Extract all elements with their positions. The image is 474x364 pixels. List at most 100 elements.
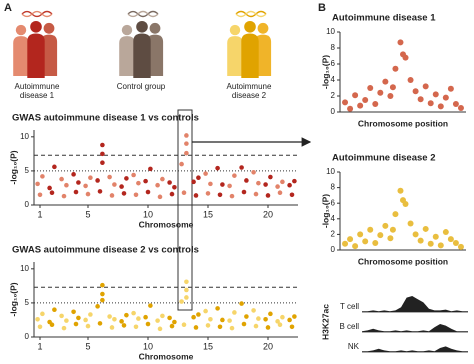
point (155, 318, 160, 323)
point (181, 190, 187, 196)
point (251, 308, 256, 313)
point (422, 225, 429, 232)
people-icons (13, 20, 272, 78)
point (397, 187, 404, 194)
point (184, 133, 189, 138)
point (229, 325, 235, 331)
y-tick-label: 10 (20, 132, 29, 141)
y-tick-label: 4 (331, 75, 336, 84)
y-tick-label: 4 (331, 214, 336, 223)
y-axis-label: -log₁₀(P) (8, 150, 18, 184)
person (13, 24, 29, 76)
person (227, 24, 243, 76)
point (181, 322, 187, 328)
point (193, 193, 199, 198)
highlight-box (177, 109, 193, 311)
point (452, 101, 459, 107)
point (452, 239, 459, 246)
point (143, 314, 148, 320)
chart-title: Autoimmune disease 1 (332, 13, 436, 24)
point (277, 190, 283, 196)
x-axis-label: Chromosome (139, 351, 194, 361)
point (40, 311, 45, 317)
y-axis-label: -log₁₀(P) (320, 55, 330, 89)
point (215, 165, 220, 171)
point (119, 184, 124, 189)
point (88, 312, 93, 317)
point (232, 173, 237, 178)
point (427, 240, 434, 247)
point (239, 301, 244, 306)
point (73, 189, 79, 195)
point (289, 324, 295, 330)
point (205, 323, 211, 328)
point (241, 321, 247, 327)
point (172, 184, 177, 190)
point (417, 96, 424, 103)
point (382, 78, 389, 85)
point (265, 325, 271, 330)
point (133, 192, 139, 198)
chart-title: Autoimmune disease 2 (332, 153, 435, 164)
chart-title: GWAS autoimmune disease 1 vs controls (12, 113, 199, 124)
point (352, 243, 359, 250)
point (437, 103, 444, 110)
point (277, 322, 283, 328)
point (400, 197, 406, 204)
y-tick-label: 5 (25, 166, 30, 175)
point (280, 314, 285, 320)
point (191, 179, 196, 185)
signal-track (362, 346, 468, 352)
point (157, 194, 163, 200)
point (76, 180, 81, 185)
y-tick-label: 2 (331, 91, 336, 100)
point (220, 182, 225, 187)
point (131, 310, 136, 316)
point (292, 178, 297, 184)
point (83, 317, 88, 323)
point (64, 318, 69, 323)
point (61, 325, 67, 331)
point (100, 142, 105, 148)
point (52, 307, 57, 313)
point (145, 321, 151, 327)
point (193, 325, 199, 330)
point (184, 150, 189, 156)
point (347, 236, 354, 243)
point (47, 185, 52, 191)
point (136, 180, 141, 186)
point (437, 242, 444, 249)
point (191, 314, 196, 320)
point (64, 182, 69, 188)
point (71, 309, 76, 315)
point (100, 160, 105, 166)
point (203, 171, 208, 176)
y-axis-label: H3K27ac (320, 304, 330, 340)
point (265, 193, 271, 198)
point (389, 226, 396, 233)
point (432, 233, 439, 240)
point (95, 304, 100, 309)
person (241, 20, 259, 78)
y-tick-label: 2 (331, 230, 336, 239)
point (97, 189, 103, 194)
point (109, 325, 115, 330)
point (220, 317, 225, 323)
point (217, 324, 223, 330)
point (432, 91, 439, 98)
point (121, 191, 127, 196)
point (367, 85, 374, 91)
group-label: Autoimmune disease 1 (14, 82, 60, 100)
point (184, 141, 189, 146)
x-tick-label: 5 (85, 341, 90, 351)
point (112, 182, 117, 187)
point (256, 316, 261, 321)
track-label: B cell (339, 322, 359, 331)
person (119, 24, 135, 76)
point (184, 279, 189, 285)
y-axis-label: -log₁₀(P) (320, 194, 330, 228)
point (100, 291, 105, 297)
group-label: Control group (116, 82, 166, 91)
point (427, 100, 434, 107)
